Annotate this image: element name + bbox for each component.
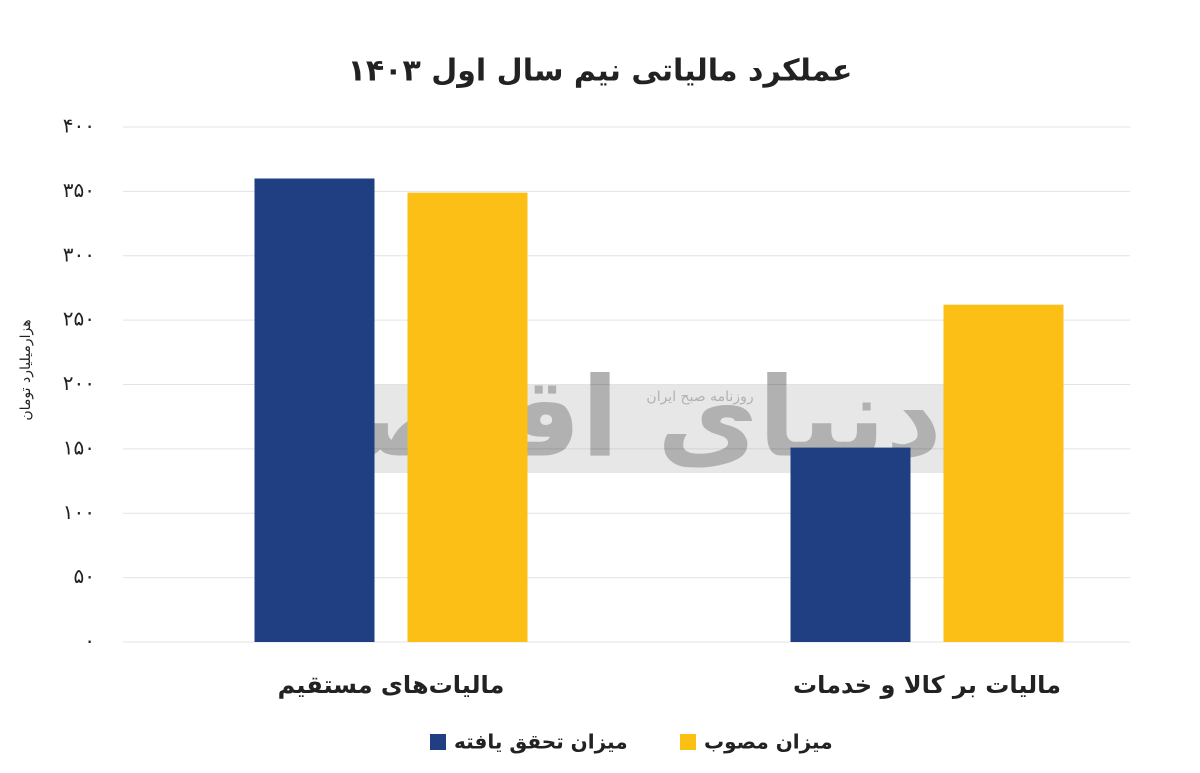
legend-label: میزان تحقق یافته [454,730,628,754]
legend-swatch [430,734,446,750]
chart-title: عملکرد مالیاتی نیم سال اول ۱۴۰۳ [348,54,853,89]
y-tick-label: ۴۰۰ [63,114,95,138]
watermark-subtitle: روزنامه صبح ایران [646,389,753,405]
bar [407,192,528,642]
y-tick-label: ۲۵۰ [63,307,95,331]
y-tick-label: ۲۰۰ [63,371,95,395]
y-tick-label: ۱۰۰ [63,500,95,524]
y-tick-label: ۰ [84,629,95,653]
legend-label: میزان مصوب [704,730,833,754]
bar [790,447,911,642]
x-tick-label: مالیات بر کالا و خدمات [793,671,1061,699]
x-tick-label: مالیات‌های مستقیم [278,671,505,699]
bar [943,304,1064,642]
legend-swatch [680,734,696,750]
y-tick-label: ۱۵۰ [63,435,95,459]
y-tick-label: ۳۵۰ [63,178,95,202]
bar [254,178,375,642]
y-tick-label: ۵۰ [74,564,95,588]
y-axis-label: هزارمیلیارد تومان [18,319,34,420]
y-tick-label: ۳۰۰ [63,242,95,266]
